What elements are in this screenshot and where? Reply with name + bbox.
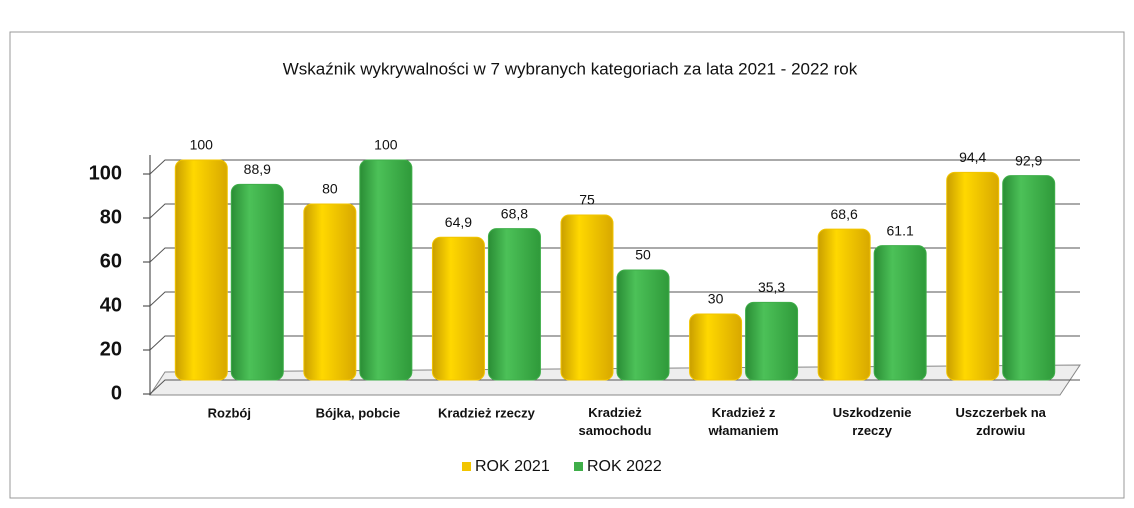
x-tick-label: Uszkodzenie rzeczy xyxy=(833,405,912,438)
bar xyxy=(689,313,743,381)
y-tick-label: 100 xyxy=(89,162,122,184)
y-tick-label: 80 xyxy=(100,206,122,228)
x-tick-label: Bójka, pobcie xyxy=(316,405,401,420)
data-label: 68,8 xyxy=(501,205,528,221)
bar xyxy=(431,236,485,381)
bar xyxy=(946,171,1000,381)
legend-label: ROK 2021 xyxy=(475,458,550,475)
bar xyxy=(560,214,614,381)
bar xyxy=(1002,175,1056,381)
grid-line xyxy=(149,203,1080,219)
data-label: 68,6 xyxy=(831,206,858,222)
bar xyxy=(230,183,284,381)
data-label: 50 xyxy=(635,247,651,263)
data-label: 100 xyxy=(374,137,398,153)
x-tick-label: Kradzież z włamaniem xyxy=(708,405,779,438)
bar xyxy=(487,228,541,381)
grid-line xyxy=(149,291,1080,307)
legend-label: ROK 2022 xyxy=(587,458,662,475)
data-label: 100 xyxy=(190,137,214,153)
legend-swatch xyxy=(462,462,471,471)
data-label: 61.1 xyxy=(887,222,914,238)
bar xyxy=(303,203,357,381)
x-tick-label: Kradzież rzeczy xyxy=(438,405,536,420)
y-tick-label: 60 xyxy=(100,250,122,272)
x-tick-label: Uszczerbek na zdrowiu xyxy=(956,405,1047,438)
bar xyxy=(873,245,927,381)
bar xyxy=(616,269,670,381)
data-label: 94,4 xyxy=(959,149,986,165)
chart-title: Wskaźnik wykrywalności w 7 wybranych kat… xyxy=(283,59,858,78)
data-label: 88,9 xyxy=(244,161,271,177)
bar xyxy=(359,159,413,381)
y-tick-label: 0 xyxy=(111,382,122,404)
bar xyxy=(174,159,228,381)
grid-line xyxy=(149,247,1080,263)
y-tick-label: 20 xyxy=(100,338,122,360)
data-label: 30 xyxy=(708,291,724,307)
bar xyxy=(745,301,799,381)
data-label: 64,9 xyxy=(445,214,472,230)
data-label: 80 xyxy=(322,181,338,197)
bar xyxy=(817,228,871,381)
data-label: 35,3 xyxy=(758,279,785,295)
legend-swatch xyxy=(574,462,583,471)
x-tick-label: Rozbój xyxy=(208,405,251,420)
grid-line xyxy=(149,159,1080,175)
data-label: 92,9 xyxy=(1015,152,1042,168)
data-label: 75 xyxy=(579,192,595,208)
x-tick-label: Kradzież samochodu xyxy=(579,405,652,438)
y-tick-label: 40 xyxy=(100,294,122,316)
legend: ROK 2021 ROK 2022 xyxy=(462,458,662,475)
